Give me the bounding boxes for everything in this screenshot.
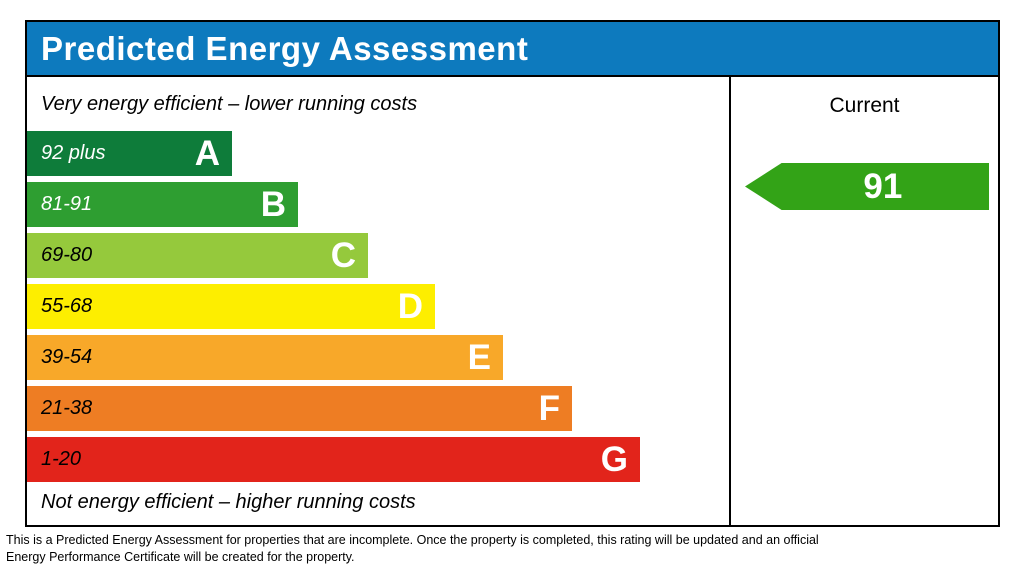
band-range-label: 55-68 (41, 295, 93, 317)
band-row-d: 55-68 D (27, 284, 729, 329)
band-row-b: 81-91 B (27, 182, 729, 227)
band-bar-f: 21-38 F (27, 386, 572, 431)
band-row-c: 69-80 C (27, 233, 729, 278)
band-letter: E (467, 338, 491, 377)
band-row-a: 92 plus A (27, 131, 729, 176)
band-row-f: 21-38 F (27, 386, 729, 431)
current-column-header: Current (829, 94, 900, 117)
chart-header: Predicted Energy Assessment (27, 22, 998, 77)
current-rating-arrow: 91 (745, 163, 989, 210)
band-range-label: 81-91 (41, 193, 93, 215)
band-row-g: 1-20 G (27, 437, 729, 482)
top-note: Very energy efficient – lower running co… (41, 93, 418, 115)
band-range-label: 92 plus (41, 142, 106, 164)
band-range-label: 21-38 (41, 397, 93, 419)
band-bar-g: 1-20 G (27, 437, 640, 482)
band-bar-a: 92 plus A (27, 131, 232, 176)
footer-disclaimer: This is a Predicted Energy Assessment fo… (6, 533, 819, 565)
page-title: Predicted Energy Assessment (41, 29, 529, 67)
epc-chart: Predicted Energy Assessment Very energy … (25, 20, 1000, 527)
current-column: Current 91 (731, 77, 998, 525)
chart-body: Very energy efficient – lower running co… (27, 77, 998, 525)
band-letter: G (600, 440, 628, 479)
band-bar-c: 69-80 C (27, 233, 368, 278)
band-letter: D (397, 287, 423, 326)
band-row-e: 39-54 E (27, 335, 729, 380)
bottom-note: Not energy efficient – higher running co… (41, 491, 416, 513)
band-bar-e: 39-54 E (27, 335, 503, 380)
rating-scale: Very energy efficient – lower running co… (27, 77, 731, 525)
band-letter: C (330, 236, 356, 275)
band-bar-b: 81-91 B (27, 182, 298, 227)
band-range-label: 1-20 (41, 448, 82, 470)
current-rating-value: 91 (863, 166, 903, 206)
band-bar-d: 55-68 D (27, 284, 435, 329)
band-letter: B (260, 185, 286, 224)
band-letter: F (538, 389, 560, 428)
band-range-label: 39-54 (41, 346, 93, 368)
band-range-label: 69-80 (41, 244, 93, 266)
band-letter: A (194, 134, 220, 173)
